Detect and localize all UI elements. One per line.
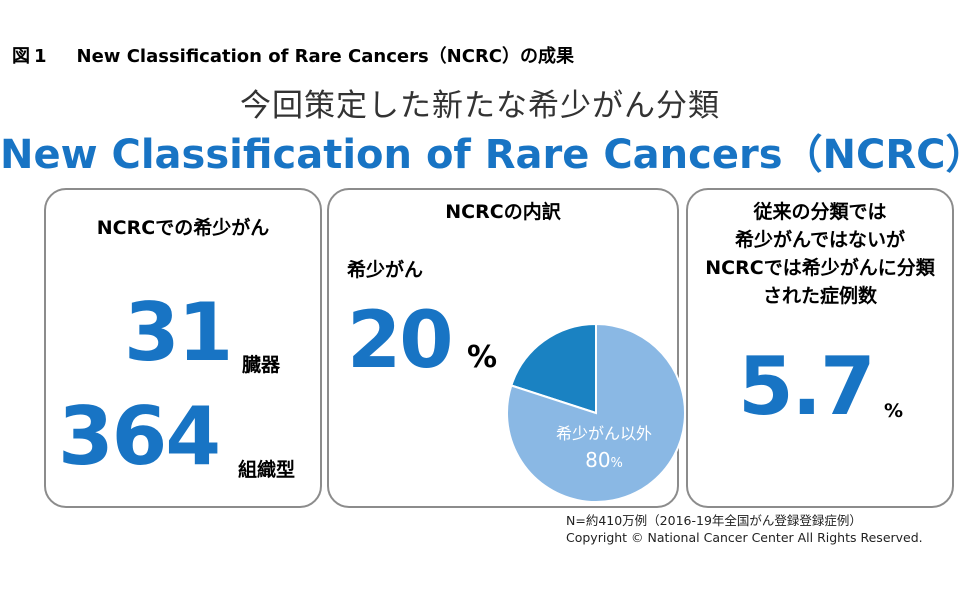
- figure-prefix: 図: [12, 46, 30, 67]
- panel3-title-line: された症例数: [762, 285, 877, 307]
- infographic-title: New Classification of Rare Cancers（NCRC）: [0, 132, 960, 178]
- pie-value-other: 80%: [585, 448, 623, 472]
- histology-count: 364: [58, 390, 221, 483]
- footnote-sample: N=約410万例（2016-19年全国がん登録登録症例）: [566, 513, 862, 528]
- figure-caption: New Classification of Rare Cancers（NCRC）…: [76, 46, 575, 67]
- pie-chart: 希少がん以外 80%: [506, 322, 686, 503]
- footnote-copyright: Copyright © National Cancer Center All R…: [566, 530, 923, 545]
- panel3-title-line: 希少がんではないが: [734, 229, 906, 251]
- panel3-title-line: 従来の分類では: [753, 201, 887, 223]
- panel-ncrc-rare-cancers: NCRCでの希少がん 31 臓器 364 組織型: [44, 188, 322, 508]
- rare-cancer-label: 希少がん: [347, 259, 424, 281]
- reclassified-percent-unit: %: [884, 400, 904, 422]
- panel2-title: NCRCの内訳: [445, 201, 561, 223]
- pie-label-other: 希少がん以外: [556, 424, 652, 443]
- pie-slice-1: [506, 322, 686, 503]
- panel-reclassified-cases: 従来の分類では 希少がんではないが NCRCでは希少がんに分類 された症例数 5…: [686, 188, 954, 508]
- organs-count: 31: [124, 286, 233, 379]
- figure-label: 図 1 New Classification of Rare Cancers（NCR…: [12, 42, 574, 68]
- infographic-subtitle: 今回策定した新たな希少がん分類: [240, 88, 720, 124]
- histology-unit: 組織型: [238, 459, 296, 481]
- reclassified-percent: 5.7: [738, 340, 876, 433]
- rare-cancer-percent: 20: [347, 296, 454, 386]
- pie-slice-0: [510, 322, 597, 415]
- panel3-title: 従来の分類では 希少がんではないが NCRCでは希少がんに分類 された症例数: [688, 198, 952, 310]
- figure-number: 1: [34, 46, 47, 67]
- panel-ncrc-breakdown: NCRCの内訳 希少がん 20 % 希少がん以外 80%: [327, 188, 686, 508]
- organs-unit: 臓器: [242, 354, 281, 376]
- panel1-title: NCRCでの希少がん: [96, 217, 270, 239]
- panel3-title-line: NCRCでは希少がんに分類: [705, 257, 935, 279]
- footnote: N=約410万例（2016-19年全国がん登録登録症例） Copyright ©…: [566, 512, 923, 546]
- rare-cancer-percent-unit: %: [467, 340, 498, 375]
